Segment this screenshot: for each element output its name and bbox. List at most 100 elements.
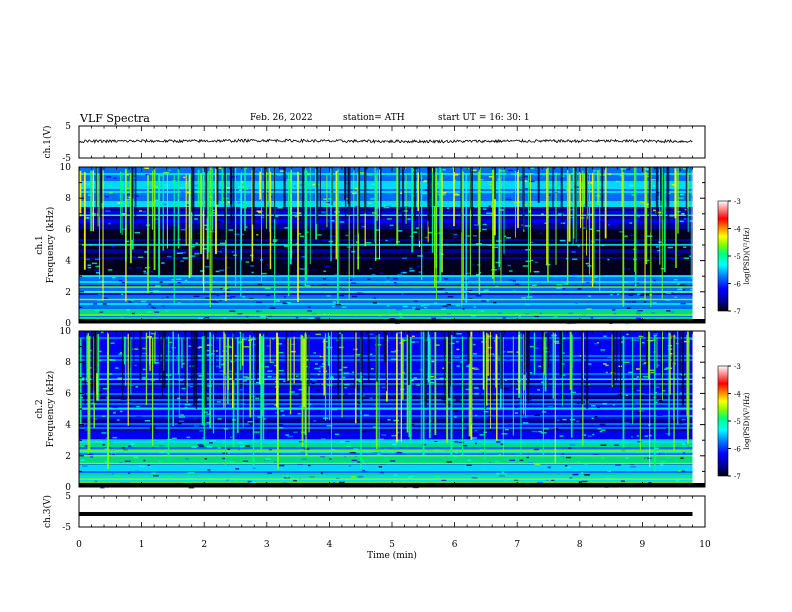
- sferic: [582, 170, 584, 213]
- spectrogram-speckle: [378, 466, 383, 468]
- dark-gap: [133, 331, 135, 369]
- spectrogram-speckle: [486, 212, 492, 215]
- dark-gap: [484, 331, 487, 409]
- spectrogram-speckle: [204, 458, 208, 460]
- spectrogram-speckle: [367, 278, 371, 281]
- spectrogram-speckle: [306, 380, 310, 383]
- spectrogram-speckle: [168, 341, 172, 344]
- dark-gap: [413, 167, 417, 221]
- spectrogram-speckle: [321, 223, 325, 226]
- spectrogram-speckle: [652, 302, 657, 304]
- sferic: [223, 331, 225, 408]
- spectrogram-speckle: [161, 187, 167, 189]
- spectrogram-speckle: [570, 391, 576, 394]
- spectrogram-speckle: [507, 351, 513, 353]
- narrowband-line: [79, 439, 693, 441]
- spectrogram-speckle: [393, 474, 398, 476]
- spectrogram-speckle: [554, 385, 561, 387]
- spectrogram-speckle: [582, 227, 586, 229]
- dark-gap: [616, 331, 618, 382]
- spectrogram-speckle: [212, 209, 215, 212]
- dark-gap: [205, 167, 208, 218]
- spectrogram-speckle: [142, 248, 148, 250]
- spectrogram-speckle: [332, 305, 335, 308]
- spectrogram-speckle: [531, 284, 537, 287]
- spectrogram-speckle: [350, 394, 357, 396]
- spectrogram-speckle: [339, 481, 345, 484]
- spectrogram-speckle: [634, 282, 640, 285]
- spectrogram-speckle: [665, 367, 670, 369]
- spectrogram-speckle: [207, 469, 211, 471]
- spectrogram-row: [79, 235, 693, 237]
- ch3-trace: [79, 511, 693, 516]
- sferic: [622, 335, 625, 448]
- spectrogram-speckle: [153, 474, 159, 477]
- spectrogram-speckle: [582, 195, 585, 197]
- spectrogram-speckle: [339, 335, 343, 337]
- spectrogram-speckle: [403, 339, 408, 341]
- spectrogram-speckle: [223, 317, 227, 319]
- spectrogram-speckle: [506, 237, 511, 239]
- spectrogram-row: [79, 171, 693, 173]
- dark-gap: [192, 167, 195, 227]
- spectrogram-speckle: [431, 360, 435, 363]
- spectrogram-speckle: [397, 274, 403, 276]
- spectrogram-speckle: [192, 256, 196, 259]
- spectrogram-speckle: [525, 260, 531, 263]
- dark-gap: [348, 167, 351, 215]
- spectrogram-speckle: [88, 349, 93, 352]
- spectrogram-speckle: [282, 302, 288, 305]
- sferic: [543, 332, 545, 376]
- sferic: [441, 172, 443, 273]
- spectrogram-speckle: [596, 229, 601, 232]
- spectrogram-speckle: [264, 366, 269, 368]
- spectrogram-speckle: [180, 191, 187, 193]
- spectrogram-speckle: [316, 389, 321, 391]
- spectrogram-row: [79, 287, 693, 289]
- spectrogram-speckle: [385, 205, 392, 208]
- dark-gap: [401, 167, 404, 241]
- sferic: [262, 338, 265, 384]
- spectrogram-speckle: [104, 448, 109, 450]
- spectrogram-speckle: [169, 344, 174, 346]
- spectrogram-speckle: [126, 309, 130, 311]
- spectrogram-speckle: [558, 187, 561, 189]
- spectrogram-row: [79, 251, 693, 253]
- spectrogram-speckle: [344, 393, 348, 395]
- spectrogram-speckle: [114, 475, 121, 477]
- spectrogram-speckle: [323, 270, 326, 273]
- spectrogram-speckle: [339, 221, 345, 223]
- spectrogram-speckle: [398, 192, 404, 195]
- y-tick-label: 10: [60, 327, 72, 337]
- spectrogram-speckle: [473, 224, 479, 226]
- spectrogram-speckle: [142, 347, 147, 350]
- spectrogram-speckle: [283, 380, 288, 382]
- spectrogram-speckle: [278, 351, 284, 354]
- sferic: [645, 172, 648, 265]
- sferic: [297, 172, 299, 302]
- spectrogram-speckle: [597, 406, 600, 409]
- spectrogram-row: [79, 401, 693, 403]
- sferic: [125, 336, 127, 386]
- spectrogram-speckle: [141, 352, 147, 355]
- sferic: [89, 336, 91, 453]
- spectrogram-speckle: [499, 170, 506, 172]
- spectrogram-speckle: [434, 476, 440, 478]
- spectrogram-speckle: [589, 228, 593, 230]
- sferic: [588, 174, 590, 275]
- spectrogram-speckle: [160, 301, 163, 303]
- spectrogram-speckle: [102, 297, 109, 300]
- spectrogram-speckle: [637, 412, 642, 414]
- spectrogram-speckle: [518, 315, 521, 317]
- dark-gap: [216, 167, 219, 205]
- dark-gap: [427, 167, 430, 222]
- dark-gap: [655, 167, 658, 215]
- spectrogram-speckle: [197, 317, 203, 319]
- spectrogram-speckle: [271, 338, 275, 340]
- spectrogram-speckle: [112, 407, 118, 409]
- spectrogram-speckle: [677, 397, 683, 400]
- dark-gap: [233, 331, 235, 381]
- spectrogram-speckle: [569, 477, 573, 479]
- spectrogram-speckle: [197, 346, 201, 349]
- spectrogram-speckle: [670, 292, 674, 294]
